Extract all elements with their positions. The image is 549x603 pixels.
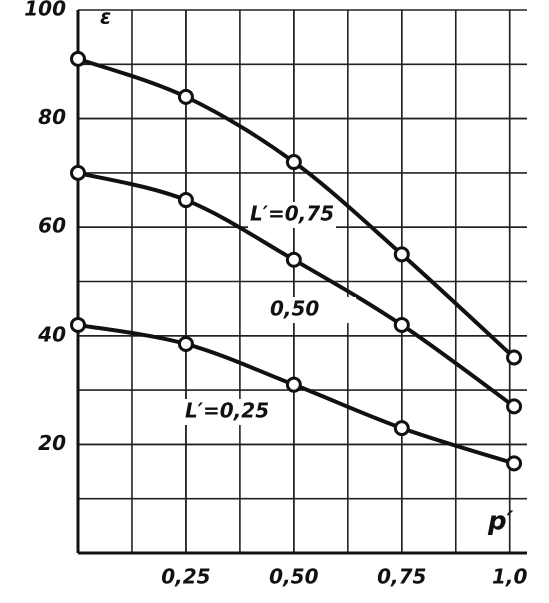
data-point [177,335,194,352]
data-point [70,316,86,333]
y-tick-label: 100 [24,0,66,21]
x-tick-label: 1,0 [492,565,528,589]
data-point [285,376,302,393]
data-point [393,420,410,437]
y-tick-label: 60 [38,214,66,238]
x-tick-label: 0,75 [377,565,426,589]
data-point [285,251,302,268]
data-point [393,316,410,333]
series-label: L′=0,25 [185,399,269,423]
data-point [177,192,194,209]
data-point [285,154,302,171]
series-line [77,322,515,466]
x-tick-label: 0,25 [161,565,210,589]
label-background [183,399,271,425]
data-point [70,164,86,181]
data-point [70,50,86,67]
y-tick-label: 40 [37,322,66,346]
data-point [506,455,523,472]
x-tick-label: 0,50 [269,565,318,589]
label-background [268,297,356,323]
y-tick-label: 20 [38,431,66,455]
data-point [506,349,523,366]
data-point [506,398,523,415]
data-point [177,88,194,105]
label-background [248,202,336,228]
y-axis-label: ε [100,5,111,29]
data-point [393,246,410,263]
y-tick-label: 80 [38,105,66,129]
series-label: L′=0,75 [250,202,334,226]
series-label: 0,50 [270,297,319,321]
